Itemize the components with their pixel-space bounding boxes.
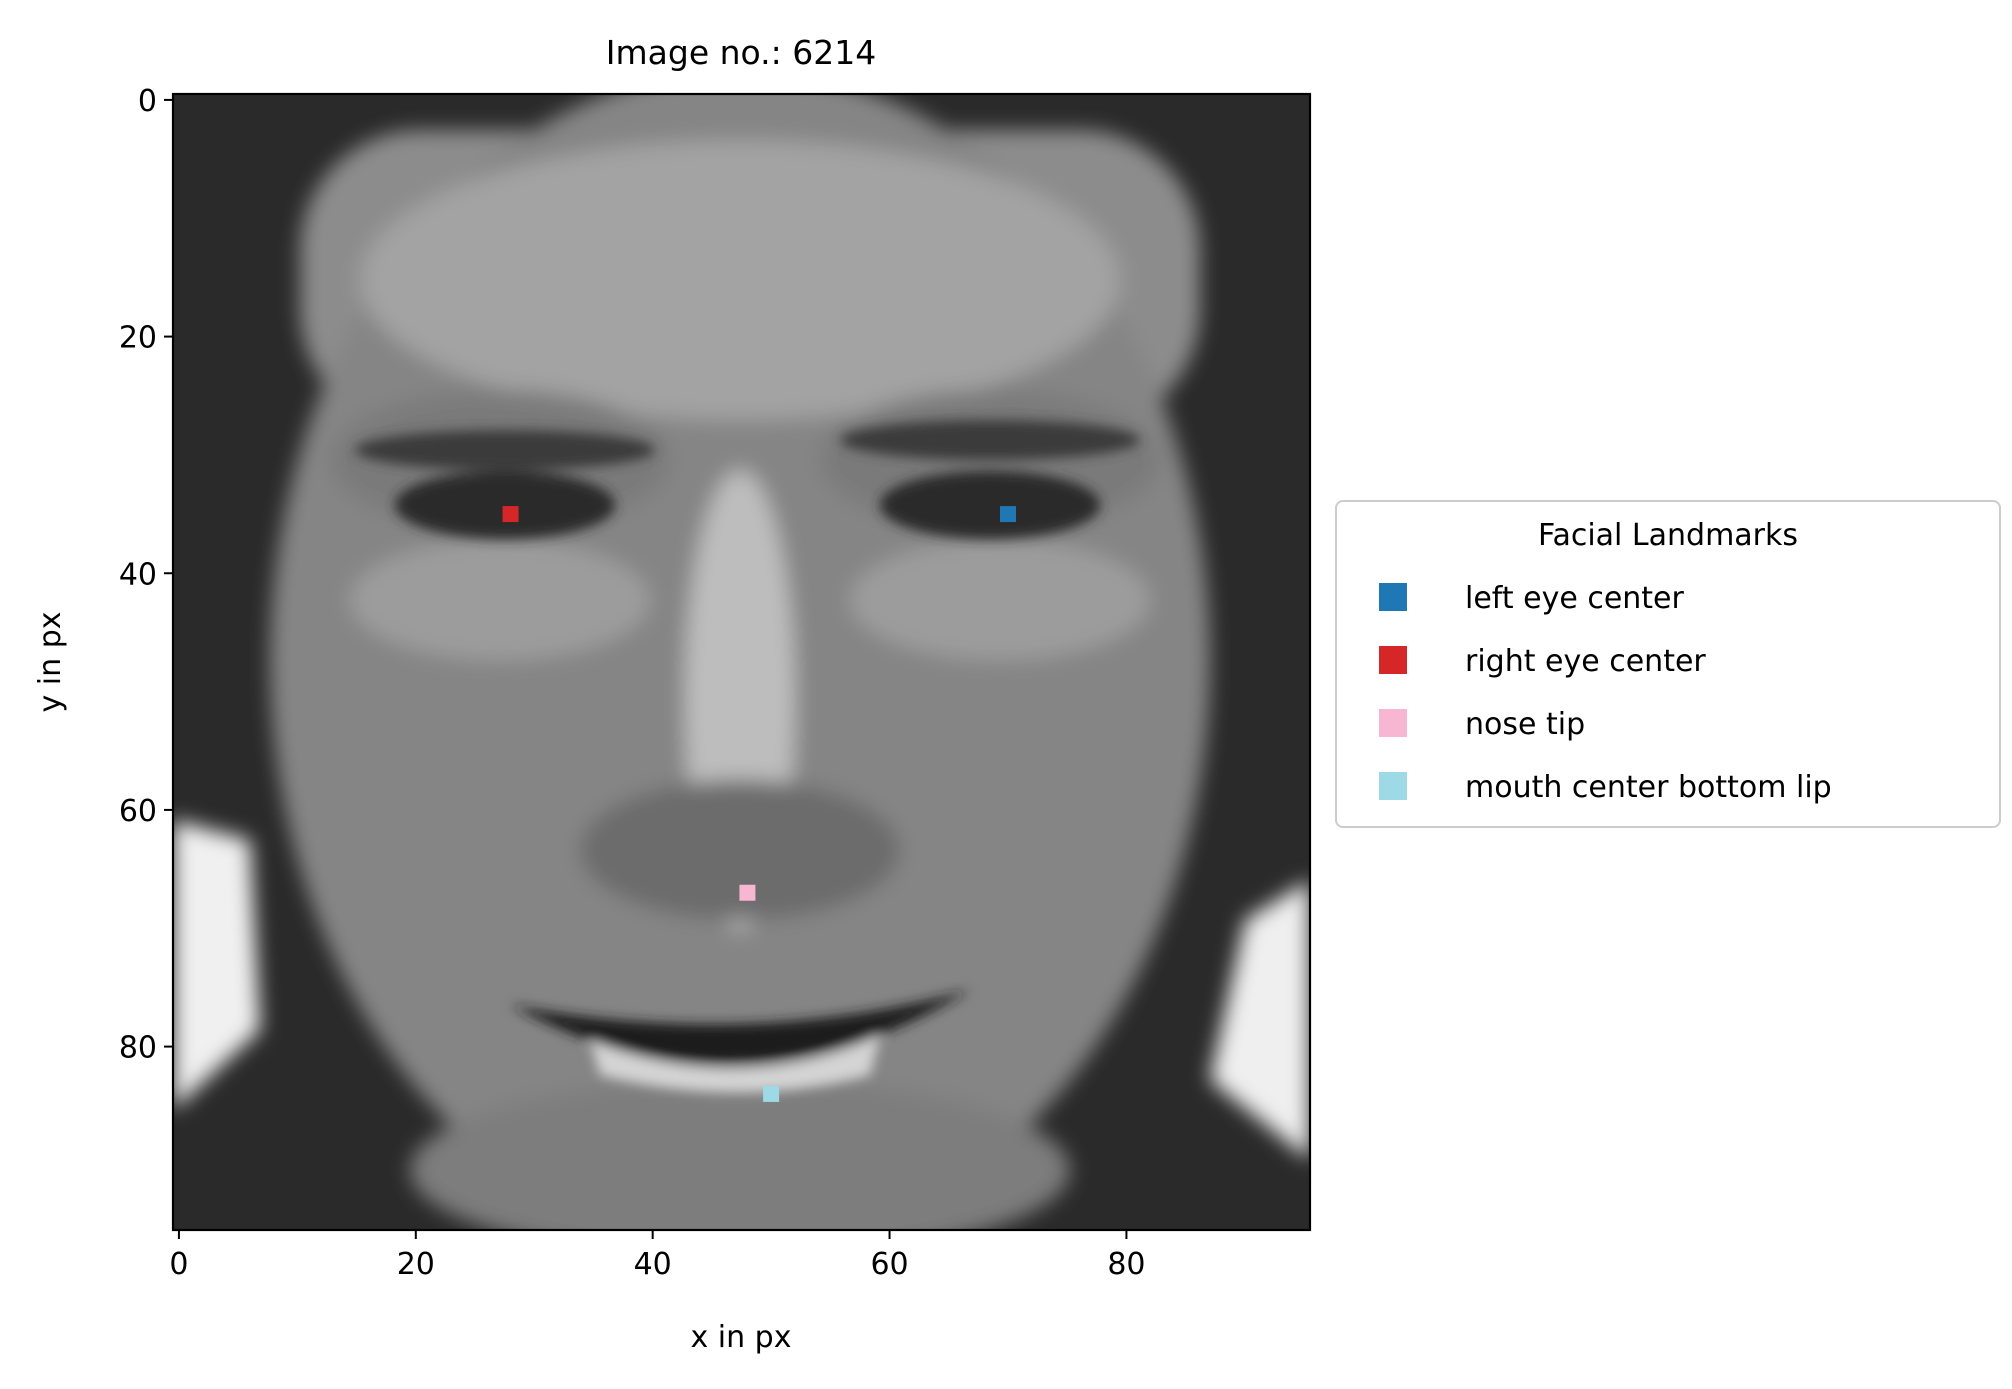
landmark-marker: [999, 506, 1016, 523]
x-axis-ticks: 0 20 40 60 80: [169, 1230, 1146, 1282]
y-tick-label: 0: [138, 84, 157, 119]
legend-label: right eye center: [1465, 644, 1706, 679]
legend-title: Facial Landmarks: [1538, 518, 1798, 553]
x-tick-label: 40: [634, 1247, 672, 1282]
x-tick-label: 60: [870, 1247, 908, 1282]
legend-label: nose tip: [1465, 707, 1585, 742]
y-tick-label: 80: [119, 1031, 157, 1066]
x-axis-label: x in px: [691, 1320, 792, 1355]
x-tick-label: 20: [397, 1247, 435, 1282]
legend-label: mouth center bottom lip: [1465, 770, 1832, 805]
plot-frame: [171, 92, 1312, 1232]
y-axis-label: y in px: [33, 612, 68, 713]
legend: Facial Landmarks left eye center right ey…: [1335, 500, 2001, 828]
y-tick-label: 60: [119, 794, 157, 829]
legend-swatch: [1379, 646, 1407, 674]
legend-items: left eye center right eye center nose tip m…: [1379, 581, 1832, 805]
x-tick-label: 0: [169, 1247, 188, 1282]
landmark-marker: [502, 506, 519, 523]
legend-label: left eye center: [1465, 581, 1685, 616]
y-axis-ticks: 0 20 40 60 80: [119, 84, 173, 1066]
landmark-marker: [763, 1085, 780, 1102]
chart-title: Image no.: 6214: [606, 33, 876, 72]
landmark-marker: [739, 884, 756, 901]
y-tick-label: 20: [119, 321, 157, 356]
legend-swatch: [1379, 772, 1407, 800]
landmark-markers: [502, 506, 1016, 1102]
face-image: [173, 94, 1310, 1230]
legend-swatch: [1379, 583, 1407, 611]
x-tick-label: 80: [1107, 1247, 1145, 1282]
y-tick-label: 40: [119, 557, 157, 592]
legend-swatch: [1379, 709, 1407, 737]
legend-frame: [1335, 500, 2001, 828]
